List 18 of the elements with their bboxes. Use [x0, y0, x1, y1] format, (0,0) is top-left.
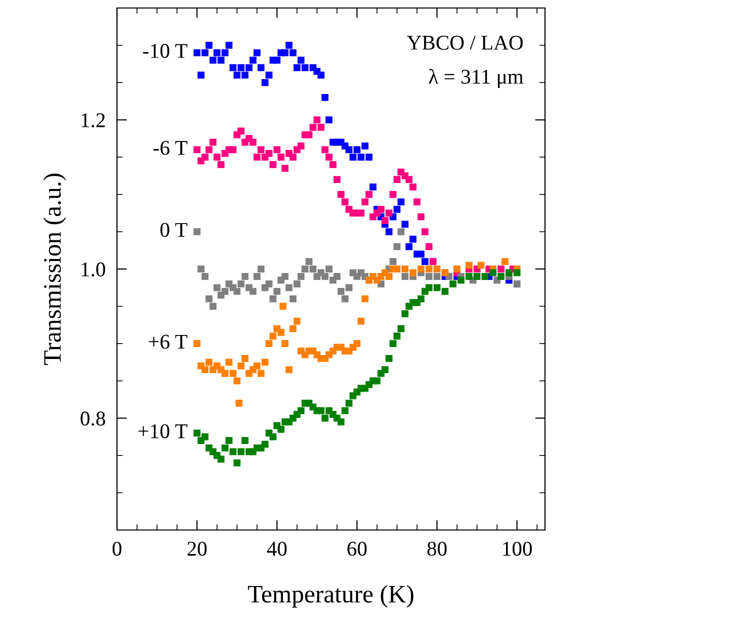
- series-label: -10 T: [143, 44, 188, 58]
- x-tick-label: 80: [427, 542, 447, 556]
- x-tick-label: 60: [347, 542, 367, 556]
- series-label: -6 T: [153, 140, 188, 155]
- y-tick-label: 0.8: [80, 412, 106, 426]
- series-label: +6 T: [148, 334, 188, 349]
- x-tick-label: 100: [503, 542, 532, 556]
- series-label: 0 T: [160, 222, 188, 237]
- series-label: +10 T: [138, 424, 188, 438]
- annotation: λ = 311 μm: [428, 68, 524, 88]
- y-tick-label: 1.0: [82, 262, 106, 277]
- x-axis-title: Temperature (K): [248, 585, 414, 608]
- x-tick-label: 40: [266, 542, 287, 556]
- x-tick-label: 20: [188, 542, 207, 556]
- annotation: YBCO / LAO: [406, 36, 523, 50]
- y-axis-title: Transmission (a.u.): [43, 174, 66, 365]
- y-tick-label: 1.2: [82, 113, 105, 128]
- x-tick-label: 0: [112, 542, 122, 556]
